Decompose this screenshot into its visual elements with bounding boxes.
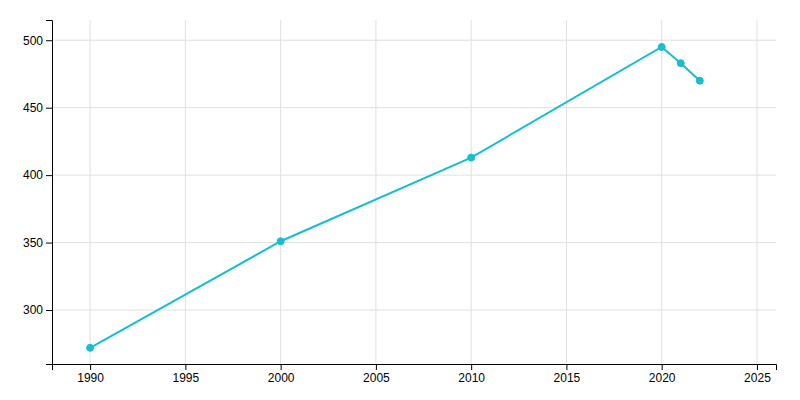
tick-label: 2005 xyxy=(363,371,390,385)
tick-label: 500 xyxy=(23,34,43,48)
grid-line xyxy=(185,20,186,364)
tick-mark xyxy=(471,364,472,370)
tick-mark xyxy=(46,310,52,311)
tick-mark xyxy=(90,364,91,370)
grid xyxy=(52,20,776,364)
grid-line xyxy=(280,20,281,364)
y-axis: 300 350 400 450 500 xyxy=(23,21,53,365)
tick-mark xyxy=(46,108,52,109)
tick-label: 400 xyxy=(23,168,43,182)
marker xyxy=(677,60,684,67)
grid-line xyxy=(471,20,472,364)
grid-line xyxy=(52,40,776,41)
tick: 2015 xyxy=(554,364,581,385)
tick-mark xyxy=(281,364,282,370)
tick: 500 xyxy=(23,34,52,48)
tick-mark xyxy=(757,364,758,370)
axis-line xyxy=(46,21,53,365)
grid-line xyxy=(661,20,662,364)
marker xyxy=(87,344,94,351)
tick-mark xyxy=(566,364,567,370)
tick-mark xyxy=(662,364,663,370)
line xyxy=(90,47,700,348)
x-axis: 1990 1995 2000 2005 2010 2015 2020 2025 xyxy=(53,364,777,385)
grid-line xyxy=(566,20,567,364)
tick: 2025 xyxy=(744,364,771,385)
tick: 2000 xyxy=(268,364,295,385)
marker xyxy=(696,77,703,84)
marker xyxy=(658,43,665,50)
grid-line xyxy=(756,20,757,364)
tick-label: 2000 xyxy=(268,371,295,385)
marker xyxy=(468,154,475,161)
grid-line xyxy=(52,175,776,176)
tick: 1995 xyxy=(173,364,200,385)
grid-line xyxy=(52,242,776,243)
tick-mark xyxy=(46,243,52,244)
plot: 1990 1995 2000 2005 2010 2015 2020 2025 300 350 40… xyxy=(23,20,777,385)
tick-mark xyxy=(185,364,186,370)
series xyxy=(87,43,704,351)
tick-label: 300 xyxy=(23,303,43,317)
tick-label: 2020 xyxy=(649,371,676,385)
tick-label: 1995 xyxy=(173,371,200,385)
grid-line xyxy=(375,20,376,364)
marker xyxy=(277,238,284,245)
tick-label: 350 xyxy=(23,236,43,250)
tick: 1990 xyxy=(77,364,104,385)
tick-label: 450 xyxy=(23,101,43,115)
tick: 300 xyxy=(23,303,52,317)
tick: 400 xyxy=(23,168,52,182)
tick: 350 xyxy=(23,236,52,250)
tick: 2020 xyxy=(649,364,676,385)
grid-line xyxy=(52,310,776,311)
tick: 2005 xyxy=(363,364,390,385)
tick-mark xyxy=(46,175,52,176)
tick-label: 1990 xyxy=(77,371,104,385)
grid-line xyxy=(52,107,776,108)
tick-mark xyxy=(46,40,52,41)
tick-label: 2015 xyxy=(554,371,581,385)
tick: 450 xyxy=(23,101,52,115)
axis-line xyxy=(53,365,777,371)
chart: 1990 1995 2000 2005 2010 2015 2020 2025 300 350 40… xyxy=(0,0,800,400)
grid-line xyxy=(90,20,91,364)
tick-mark xyxy=(376,364,377,370)
tick-label: 2010 xyxy=(458,371,485,385)
tick: 2010 xyxy=(458,364,485,385)
tick-label: 2025 xyxy=(744,371,771,385)
